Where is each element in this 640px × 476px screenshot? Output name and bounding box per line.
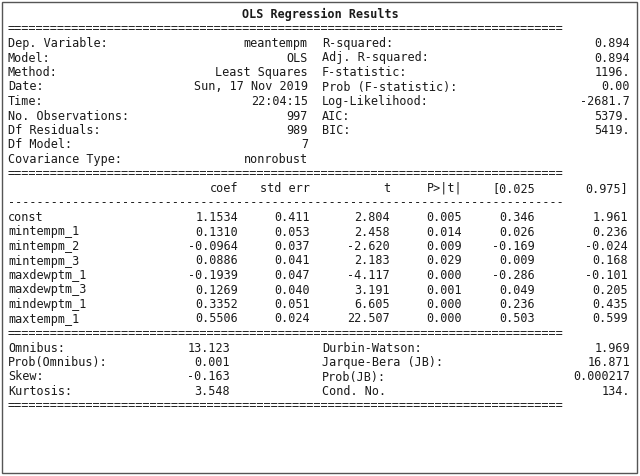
Text: 0.346: 0.346 (499, 211, 535, 224)
Text: 0.0886: 0.0886 (195, 255, 238, 268)
Text: R-squared:: R-squared: (322, 37, 393, 50)
Text: Omnibus:: Omnibus: (8, 341, 65, 355)
Text: -2.620: -2.620 (348, 240, 390, 253)
Text: t: t (383, 182, 390, 195)
Text: 0.000: 0.000 (426, 269, 462, 282)
Text: No. Observations:: No. Observations: (8, 109, 129, 122)
Text: -0.0964: -0.0964 (188, 240, 238, 253)
Text: 3.191: 3.191 (355, 284, 390, 297)
Text: maxdewptm_3: maxdewptm_3 (8, 284, 86, 297)
Text: ------------------------------------------------------------------------------: ----------------------------------------… (8, 197, 564, 209)
Text: 22.507: 22.507 (348, 313, 390, 326)
Text: -0.024: -0.024 (585, 240, 628, 253)
Text: Cond. No.: Cond. No. (322, 385, 386, 398)
Text: 0.168: 0.168 (593, 255, 628, 268)
Text: 989: 989 (287, 124, 308, 137)
Text: 0.001: 0.001 (426, 284, 462, 297)
Text: 0.040: 0.040 (275, 284, 310, 297)
Text: -2681.7: -2681.7 (580, 95, 630, 108)
Text: Jarque-Bera (JB):: Jarque-Bera (JB): (322, 356, 443, 369)
Text: 0.00: 0.00 (602, 80, 630, 93)
Text: 1.969: 1.969 (595, 341, 630, 355)
Text: 0.1269: 0.1269 (195, 284, 238, 297)
Text: 0.894: 0.894 (595, 51, 630, 65)
Text: Dep. Variable:: Dep. Variable: (8, 37, 108, 50)
Text: Df Model:: Df Model: (8, 139, 72, 151)
Text: 5379.: 5379. (595, 109, 630, 122)
Text: Prob(Omnibus):: Prob(Omnibus): (8, 356, 108, 369)
Text: 0.503: 0.503 (499, 313, 535, 326)
Text: Covariance Type:: Covariance Type: (8, 153, 122, 166)
Text: P>|t|: P>|t| (426, 182, 462, 195)
Text: 0.975]: 0.975] (585, 182, 628, 195)
Text: Date:: Date: (8, 80, 44, 93)
Text: Prob(JB):: Prob(JB): (322, 370, 386, 384)
Text: const: const (8, 211, 44, 224)
Text: Kurtosis:: Kurtosis: (8, 385, 72, 398)
Text: 0.005: 0.005 (426, 211, 462, 224)
Text: 0.053: 0.053 (275, 226, 310, 238)
Text: 0.5506: 0.5506 (195, 313, 238, 326)
Text: 0.041: 0.041 (275, 255, 310, 268)
Text: 13.123: 13.123 (188, 341, 230, 355)
Text: mintempm_2: mintempm_2 (8, 240, 79, 253)
Text: 0.014: 0.014 (426, 226, 462, 238)
Text: Log-Likelihood:: Log-Likelihood: (322, 95, 429, 108)
Text: Time:: Time: (8, 95, 44, 108)
Text: 1.961: 1.961 (593, 211, 628, 224)
Text: 6.605: 6.605 (355, 298, 390, 311)
Text: AIC:: AIC: (322, 109, 351, 122)
Text: 134.: 134. (602, 385, 630, 398)
Text: 0.599: 0.599 (593, 313, 628, 326)
Text: 0.009: 0.009 (426, 240, 462, 253)
Text: meantempm: meantempm (244, 37, 308, 50)
Text: 2.183: 2.183 (355, 255, 390, 268)
Text: 16.871: 16.871 (588, 356, 630, 369)
Text: 0.205: 0.205 (593, 284, 628, 297)
Text: 0.435: 0.435 (593, 298, 628, 311)
Text: 0.024: 0.024 (275, 313, 310, 326)
Text: 0.000217: 0.000217 (573, 370, 630, 384)
Text: 0.236: 0.236 (499, 298, 535, 311)
Text: 5419.: 5419. (595, 124, 630, 137)
Text: 0.037: 0.037 (275, 240, 310, 253)
Text: Least Squares: Least Squares (216, 66, 308, 79)
Text: 1.1534: 1.1534 (195, 211, 238, 224)
Text: ==============================================================================: ========================================… (8, 168, 564, 180)
Text: -0.163: -0.163 (188, 370, 230, 384)
Text: Prob (F-statistic):: Prob (F-statistic): (322, 80, 458, 93)
Text: -0.286: -0.286 (492, 269, 535, 282)
Text: 0.000: 0.000 (426, 313, 462, 326)
Text: 0.009: 0.009 (499, 255, 535, 268)
Text: -4.117: -4.117 (348, 269, 390, 282)
Text: ==============================================================================: ========================================… (8, 22, 564, 36)
Text: Durbin-Watson:: Durbin-Watson: (322, 341, 422, 355)
Text: OLS Regression Results: OLS Regression Results (242, 8, 398, 21)
Text: 0.049: 0.049 (499, 284, 535, 297)
Text: maxdewptm_1: maxdewptm_1 (8, 269, 86, 282)
Text: nonrobust: nonrobust (244, 153, 308, 166)
Text: Model:: Model: (8, 51, 51, 65)
Text: 0.000: 0.000 (426, 298, 462, 311)
Text: Adj. R-squared:: Adj. R-squared: (322, 51, 429, 65)
Text: 0.029: 0.029 (426, 255, 462, 268)
Text: 0.051: 0.051 (275, 298, 310, 311)
Text: 0.026: 0.026 (499, 226, 535, 238)
Text: 0.047: 0.047 (275, 269, 310, 282)
Text: 997: 997 (287, 109, 308, 122)
Text: maxtempm_1: maxtempm_1 (8, 313, 79, 326)
Text: coef: coef (209, 182, 238, 195)
Text: 22:04:15: 22:04:15 (251, 95, 308, 108)
Text: -0.169: -0.169 (492, 240, 535, 253)
Text: Method:: Method: (8, 66, 58, 79)
Text: ==============================================================================: ========================================… (8, 327, 564, 340)
Text: [0.025: [0.025 (492, 182, 535, 195)
Text: 7: 7 (301, 139, 308, 151)
Text: -0.1939: -0.1939 (188, 269, 238, 282)
Text: 0.894: 0.894 (595, 37, 630, 50)
Text: 3.548: 3.548 (195, 385, 230, 398)
Text: 0.3352: 0.3352 (195, 298, 238, 311)
Text: 0.236: 0.236 (593, 226, 628, 238)
Text: 0.1310: 0.1310 (195, 226, 238, 238)
